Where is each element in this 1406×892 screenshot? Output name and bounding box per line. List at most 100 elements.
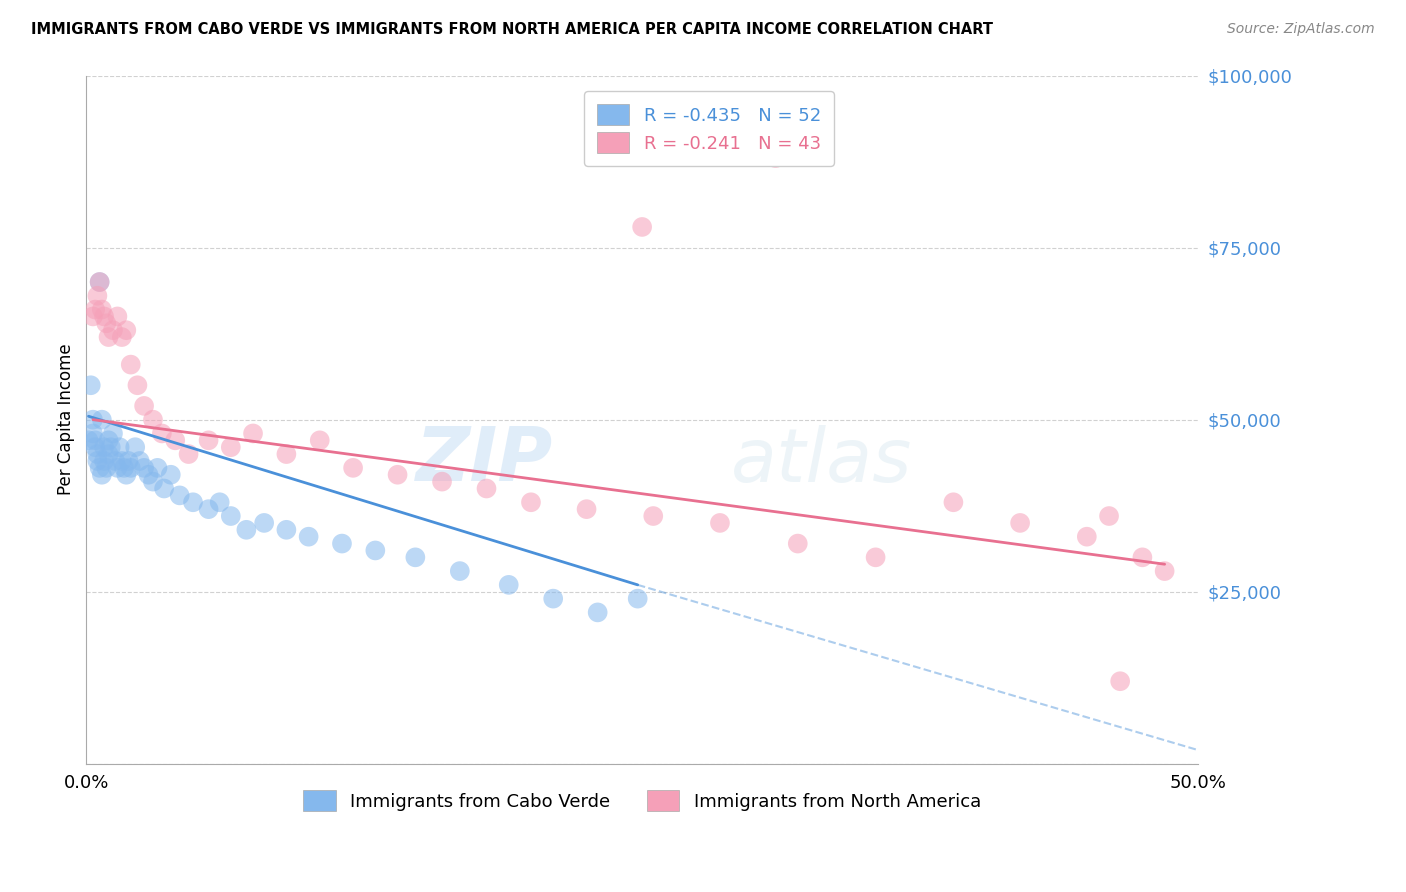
Text: Source: ZipAtlas.com: Source: ZipAtlas.com <box>1227 22 1375 37</box>
Point <box>107 310 129 324</box>
Point <box>117 454 139 468</box>
Point <box>97 434 120 448</box>
Point <box>627 591 650 606</box>
Point <box>1098 509 1121 524</box>
Point <box>100 440 122 454</box>
Point <box>153 482 176 496</box>
Text: atlas: atlas <box>731 425 912 497</box>
Point <box>86 447 108 461</box>
Point <box>575 502 598 516</box>
Point <box>82 426 104 441</box>
Point <box>709 516 731 530</box>
Point <box>541 591 564 606</box>
Point <box>112 460 135 475</box>
Point <box>169 488 191 502</box>
Point <box>84 440 107 454</box>
Point <box>150 426 173 441</box>
Text: ZIP: ZIP <box>416 425 553 498</box>
Point <box>97 447 120 461</box>
Point <box>82 310 104 324</box>
Point <box>77 434 100 448</box>
Point <box>159 467 181 482</box>
Point <box>107 460 129 475</box>
Point <box>197 502 219 516</box>
Point <box>643 509 665 524</box>
Y-axis label: Per Capita Income: Per Capita Income <box>58 343 75 495</box>
Point <box>132 399 155 413</box>
Point <box>82 412 104 426</box>
Point <box>101 426 124 441</box>
Point <box>197 434 219 448</box>
Point <box>1109 674 1132 689</box>
Point <box>89 275 111 289</box>
Point <box>146 460 169 475</box>
Point <box>124 440 146 454</box>
Point <box>177 447 200 461</box>
Point <box>111 454 134 468</box>
Point <box>115 467 138 482</box>
Point <box>298 530 321 544</box>
Point <box>520 495 543 509</box>
Point <box>208 495 231 509</box>
Point <box>93 454 115 468</box>
Point <box>276 523 298 537</box>
Point <box>364 543 387 558</box>
Point <box>475 482 498 496</box>
Point <box>84 302 107 317</box>
Point <box>449 564 471 578</box>
Point <box>93 310 115 324</box>
Point <box>181 495 204 509</box>
Point <box>404 550 426 565</box>
Point <box>219 440 242 454</box>
Point <box>97 330 120 344</box>
Point <box>96 460 118 475</box>
Point <box>127 378 149 392</box>
Point <box>84 434 107 448</box>
Point <box>1153 564 1175 578</box>
Point <box>115 323 138 337</box>
Point <box>138 467 160 482</box>
Point <box>120 460 142 475</box>
Point <box>942 495 965 509</box>
Point <box>90 302 112 317</box>
Point <box>387 467 409 482</box>
Point <box>165 434 187 448</box>
Point <box>108 440 131 454</box>
Point <box>86 454 108 468</box>
Point <box>142 412 165 426</box>
Point <box>865 550 887 565</box>
Point <box>219 509 242 524</box>
Point <box>276 447 298 461</box>
Point <box>142 475 165 489</box>
Point <box>330 536 353 550</box>
Point <box>1076 530 1098 544</box>
Legend: Immigrants from Cabo Verde, Immigrants from North America: Immigrants from Cabo Verde, Immigrants f… <box>291 778 994 823</box>
Point <box>80 378 103 392</box>
Point <box>786 536 808 550</box>
Point <box>89 275 111 289</box>
Point <box>498 578 520 592</box>
Point <box>631 219 654 234</box>
Point <box>111 330 134 344</box>
Point <box>242 426 264 441</box>
Text: IMMIGRANTS FROM CABO VERDE VS IMMIGRANTS FROM NORTH AMERICA PER CAPITA INCOME CO: IMMIGRANTS FROM CABO VERDE VS IMMIGRANTS… <box>31 22 993 37</box>
Point <box>430 475 453 489</box>
Point <box>132 460 155 475</box>
Point <box>765 151 787 165</box>
Point <box>128 454 150 468</box>
Point <box>101 323 124 337</box>
Point <box>86 289 108 303</box>
Point <box>104 454 127 468</box>
Point <box>342 460 364 475</box>
Point <box>235 523 257 537</box>
Point <box>120 358 142 372</box>
Point <box>1010 516 1032 530</box>
Point <box>93 440 115 454</box>
Point <box>96 316 118 330</box>
Point <box>90 467 112 482</box>
Point <box>308 434 330 448</box>
Point <box>253 516 276 530</box>
Point <box>89 460 111 475</box>
Point <box>90 412 112 426</box>
Point <box>586 606 609 620</box>
